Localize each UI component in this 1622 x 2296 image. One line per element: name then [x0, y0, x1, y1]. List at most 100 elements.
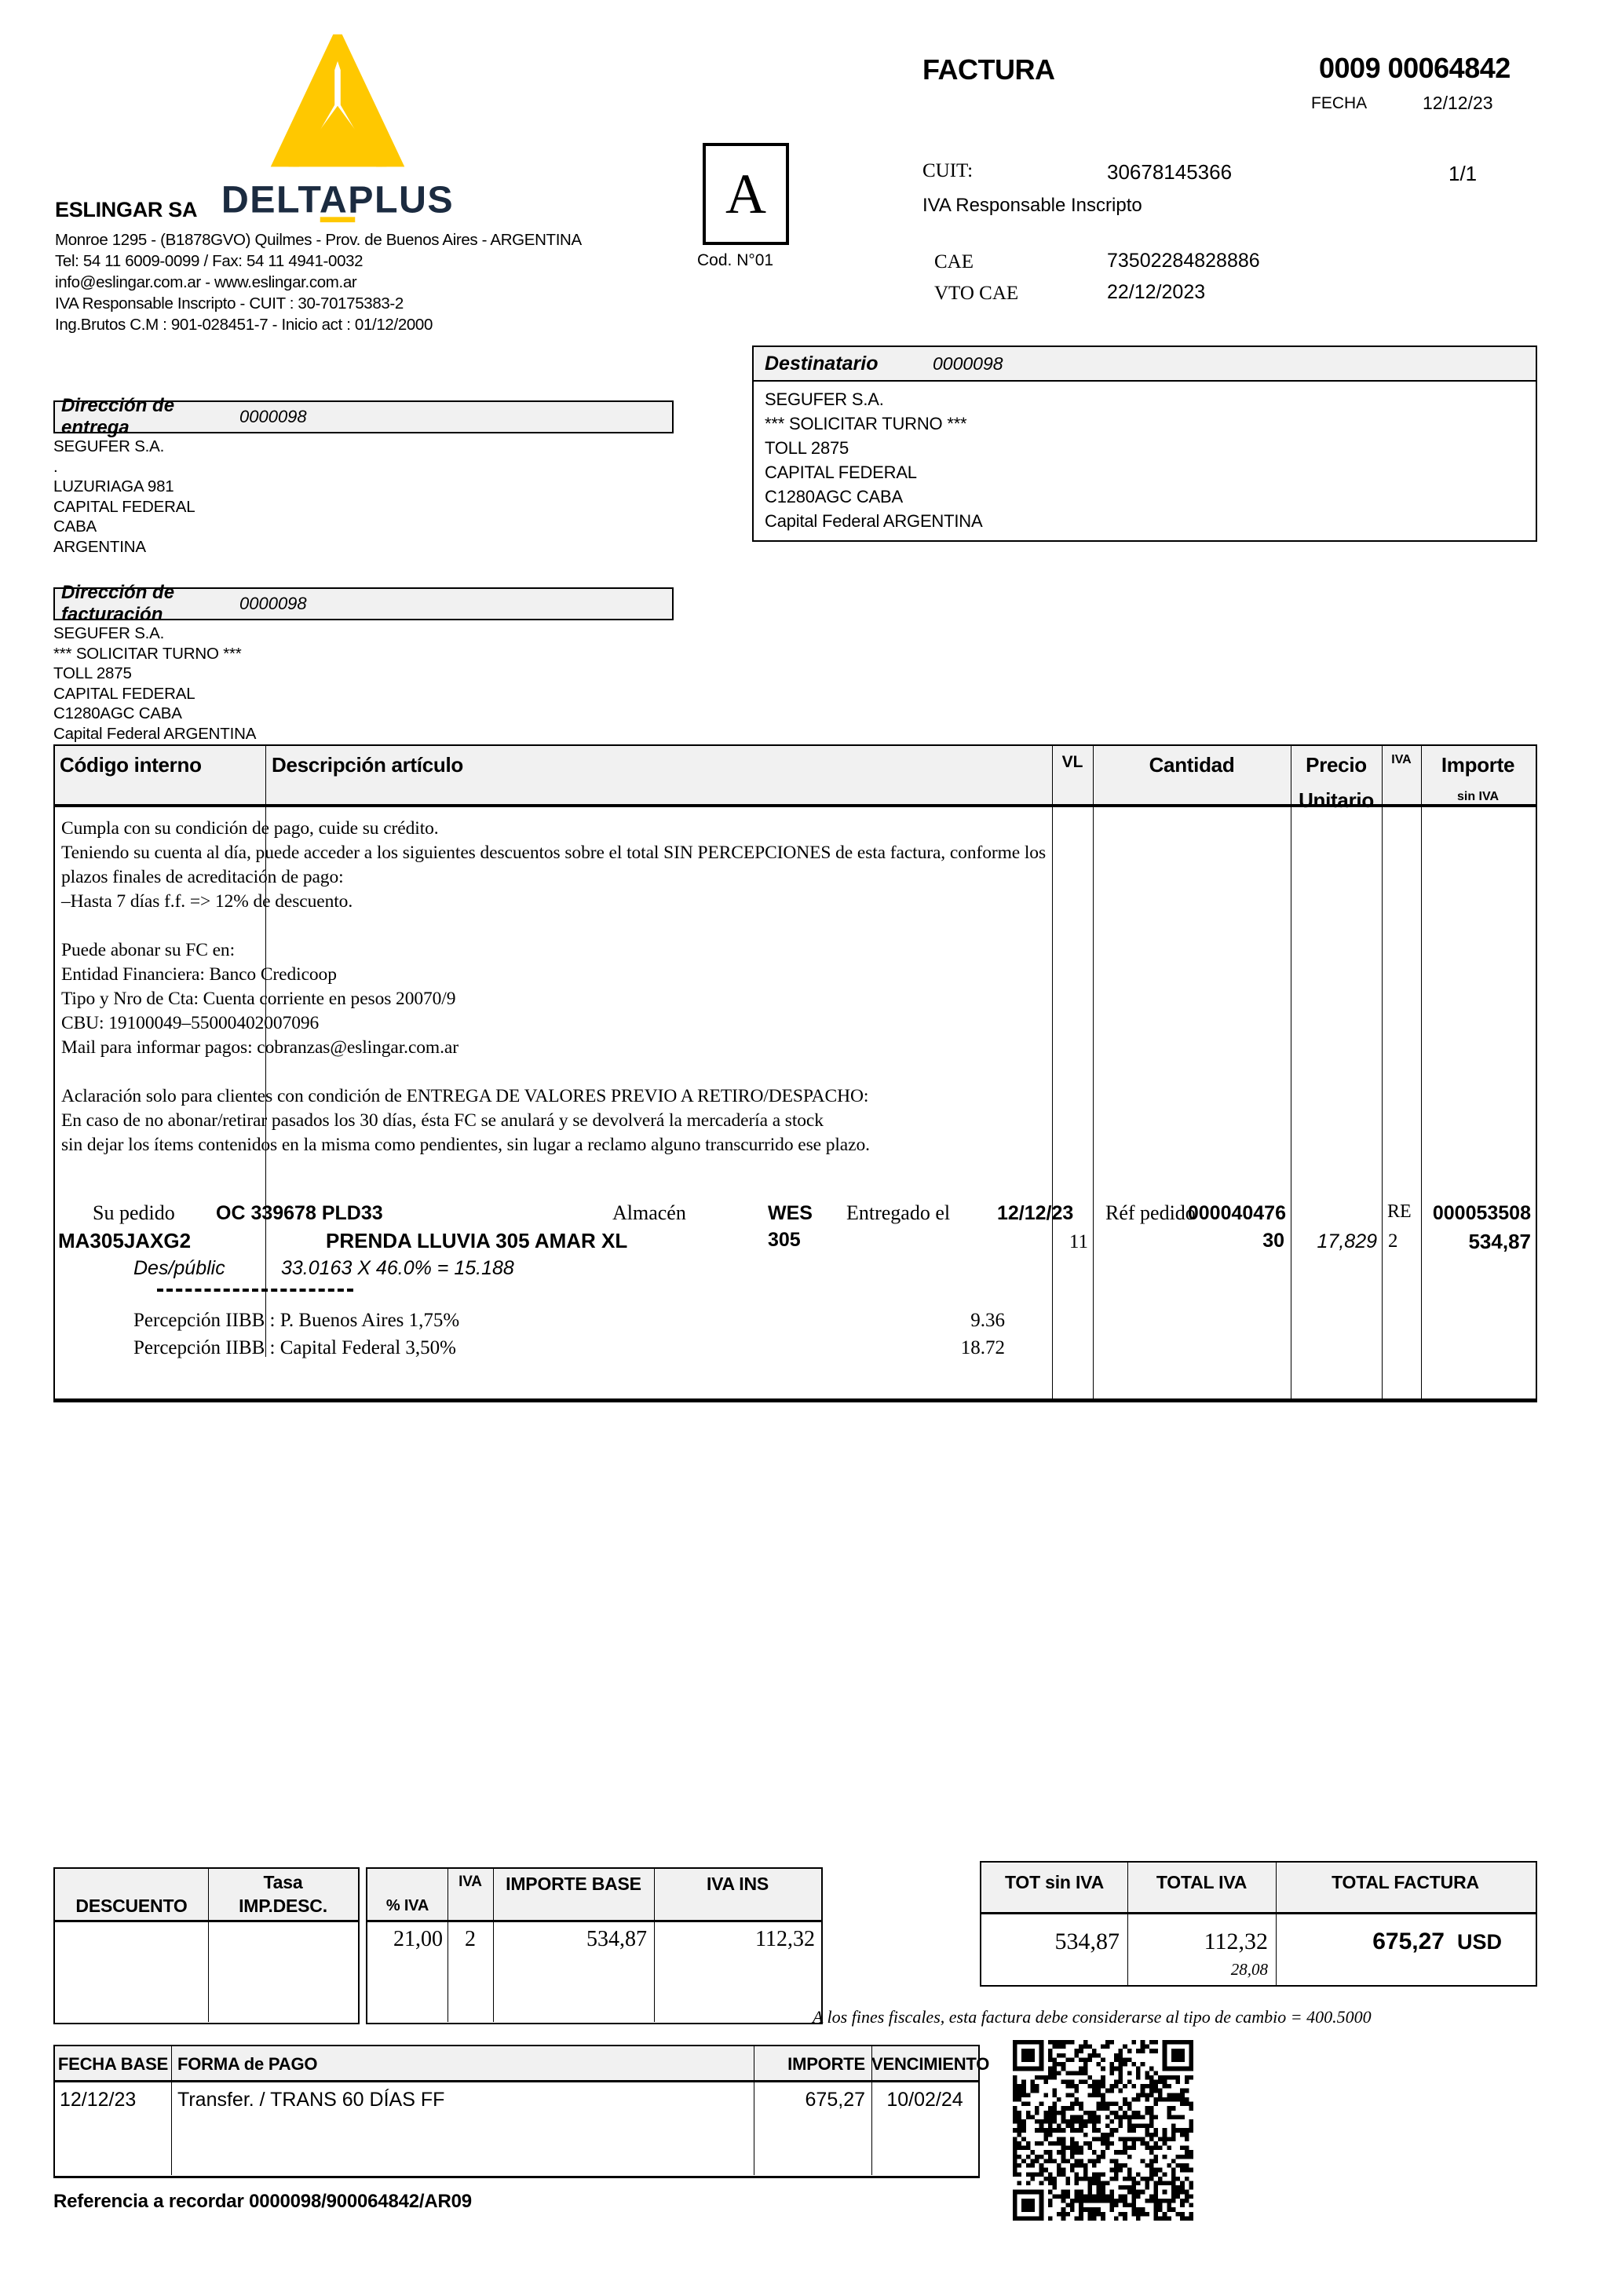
imp-desc-label: IMP.DESC. — [239, 1896, 327, 1916]
totals-table-header: TOT sin IVA TOTAL IVA TOTAL FACTURA — [981, 1863, 1536, 1914]
invoice-date-label: FECHA — [1311, 94, 1368, 112]
address-line: CAPITAL FEDERAL — [765, 462, 917, 482]
address-line: Capital Federal ARGENTINA — [53, 724, 257, 743]
address-line: C1280AGC CABA — [53, 704, 182, 722]
item-precio-unitario: 17,829 — [1317, 1230, 1377, 1252]
address-line: CABA — [53, 517, 97, 536]
total-iva-value: 112,32 — [1204, 1929, 1268, 1954]
company-address: Monroe 1295 - (B1878GVO) Quilmes - Prov.… — [55, 231, 582, 249]
descuento-publico-calc: 33.0163 X 46.0% = 15.188 — [281, 1257, 514, 1279]
fecha-base-label: FECHA BASE — [57, 2054, 169, 2074]
descuento-label: DESCUENTO — [75, 1896, 188, 1916]
almacen-label: Almacén — [612, 1201, 686, 1224]
company-info: ESLINGAR SA Monroe 1295 - (B1878GVO) Qui… — [55, 198, 675, 335]
pct-iva-label: % IVA — [385, 1897, 429, 1914]
svg-text:DELTAPLUS: DELTAPLUS — [221, 179, 454, 221]
cuit-label: CUIT: — [922, 160, 974, 181]
almacen-value-2: 305 — [768, 1229, 801, 1251]
address-line: Capital Federal ARGENTINA — [765, 511, 983, 531]
deltaplus-triangle-icon — [270, 34, 405, 167]
delivery-address-lines: SEGUFER S.A. . LUZURIAGA 981 CAPITAL FED… — [53, 433, 674, 557]
percepcion-value: 18.72 — [960, 1337, 1005, 1358]
note-line: plazos finales de acreditación de pago: — [61, 867, 344, 887]
note-line: En caso de no abonar/retirar pasados los… — [61, 1110, 824, 1131]
company-email-web: info@eslingar.com.ar - www.eslingar.com.… — [55, 273, 357, 291]
importe-value: 675,27 — [805, 2089, 865, 2111]
billing-address-code: 0000098 — [239, 594, 307, 613]
importe-base-value: 534,87 — [586, 1927, 647, 1951]
importe-ref: 000053508 — [1432, 1202, 1531, 1224]
col-header-cantidad: Cantidad — [1149, 753, 1235, 777]
iva-breakdown-table: % IVA IVA IMPORTE BASE IVA INS 21,00 2 5… — [366, 1867, 823, 2024]
payment-table-header: FECHA BASE FORMA de PAGO IMPORTE VENCIMI… — [55, 2046, 990, 2082]
delivery-address-header: Dirección de entrega 0000098 — [53, 395, 674, 438]
invoice-type-title: FACTURA — [922, 53, 1055, 86]
col-header-precio-unitario: Precio Unitario — [1299, 753, 1374, 812]
iva-ins-label: IVA INS — [706, 1874, 769, 1894]
note-line: Teniendo su cuenta al día, puede acceder… — [61, 843, 1046, 863]
vto-cae-label: VTO CAE — [934, 283, 1019, 304]
total-iva-label: TOTAL IVA — [1156, 1872, 1248, 1892]
note-line: Mail para informar pagos: cobranzas@esli… — [61, 1037, 458, 1058]
address-line: SEGUFER S.A. — [765, 389, 884, 409]
billing-address-block: Dirección de facturación 0000098 SEGUFER… — [53, 582, 674, 744]
dashed-separator — [157, 1289, 353, 1292]
ref-pedido-value: 000040476 — [1187, 1202, 1286, 1224]
recipient-code: 0000098 — [933, 353, 1003, 374]
items-table-header: Código interno Descripción artículo VL C… — [55, 746, 1536, 812]
entregado-value: 12/12/23 — [997, 1202, 1074, 1224]
address-line: CAPITAL FEDERAL — [53, 684, 195, 703]
invoice-date-value: 12/12/23 — [1423, 93, 1493, 113]
entregado-label: Entregado el — [846, 1201, 951, 1224]
deltaplus-wordmark: DELTAPLUS — [221, 179, 454, 223]
items-table: Código interno Descripción artículo VL C… — [53, 744, 1537, 1402]
forma-pago-label: FORMA de PAGO — [177, 2054, 318, 2074]
address-line: CAPITAL FEDERAL — [53, 497, 195, 516]
billing-address-title: Dirección de facturación — [61, 582, 175, 625]
tasa-label: Tasa — [263, 1872, 303, 1892]
total-currency: USD — [1457, 1930, 1503, 1954]
afip-qr-code — [1013, 2040, 1193, 2221]
col-header-descripcion: Descripción artículo — [272, 753, 463, 777]
item-importe: 534,87 — [1468, 1230, 1531, 1253]
tax-summary-table: DESCUENTO Tasa IMP.DESC. % IVA IVA IMPOR… — [53, 1867, 823, 2024]
totals-table-body: 534,87 112,32 28,08 675,27 USD — [981, 1914, 1536, 1986]
address-line: . — [53, 457, 58, 476]
note-line: Cumpla con su condición de pago, cuide s… — [61, 818, 439, 839]
fecha-base-value: 12/12/23 — [60, 2089, 137, 2111]
percepcion-value: 9.36 — [970, 1310, 1005, 1331]
note-line: Aclaración solo para clientes con condic… — [61, 1086, 869, 1106]
percepcion-label: Percepción IIBB : Capital Federal 3,50% — [133, 1337, 456, 1358]
iva-label: IVA — [458, 1874, 482, 1890]
vencimiento-label: VENCIMIENTO — [871, 2054, 990, 2074]
col-header-vl: VL — [1061, 753, 1083, 771]
invoice-code-label: Cod. N°01 — [697, 251, 774, 269]
billing-address-header: Dirección de facturación 0000098 — [53, 582, 674, 625]
invoice-letter-box: A — [703, 143, 789, 245]
address-line: SEGUFER S.A. — [53, 624, 165, 642]
address-line: SEGUFER S.A. — [53, 437, 165, 455]
pct-iva-value: 21,00 — [393, 1927, 443, 1951]
billing-address-lines: SEGUFER S.A. *** SOLICITAR TURNO *** TOL… — [53, 620, 674, 744]
cae-label: CAE — [934, 251, 974, 272]
delivery-address-code: 0000098 — [239, 407, 307, 426]
vencimiento-value: 10/02/24 — [886, 2089, 963, 2111]
company-phone: Tel: 54 11 6009-0099 / Fax: 54 11 4941-0… — [55, 252, 363, 270]
item-cantidad: 30 — [1262, 1230, 1284, 1252]
descuento-publico-label: Des/públic — [133, 1257, 225, 1279]
address-line: C1280AGC CABA — [765, 487, 903, 506]
address-line: ARGENTINA — [53, 537, 146, 556]
percepcion-label: Percepción IIBB : P. Buenos Aires 1,75% — [133, 1310, 460, 1331]
reference-note: Referencia a recordar 0000098/900064842/… — [53, 2191, 472, 2212]
su-pedido-value: OC 339678 PLD33 — [216, 1202, 383, 1224]
total-iva-subvalue: 28,08 — [1230, 1960, 1268, 1979]
recipient-title: Destinatario — [765, 352, 879, 375]
iva-value: 2 — [465, 1927, 476, 1951]
company-logo: DELTAPLUS — [200, 31, 475, 225]
importe-label: IMPORTE — [787, 2054, 865, 2074]
discount-table-header: DESCUENTO Tasa IMP.DESC. — [55, 1869, 358, 1922]
page-number: 1/1 — [1448, 162, 1478, 185]
item-descripcion: PRENDA LLUVIA 305 AMAR XL — [326, 1229, 628, 1252]
almacen-value: WES — [768, 1202, 813, 1224]
